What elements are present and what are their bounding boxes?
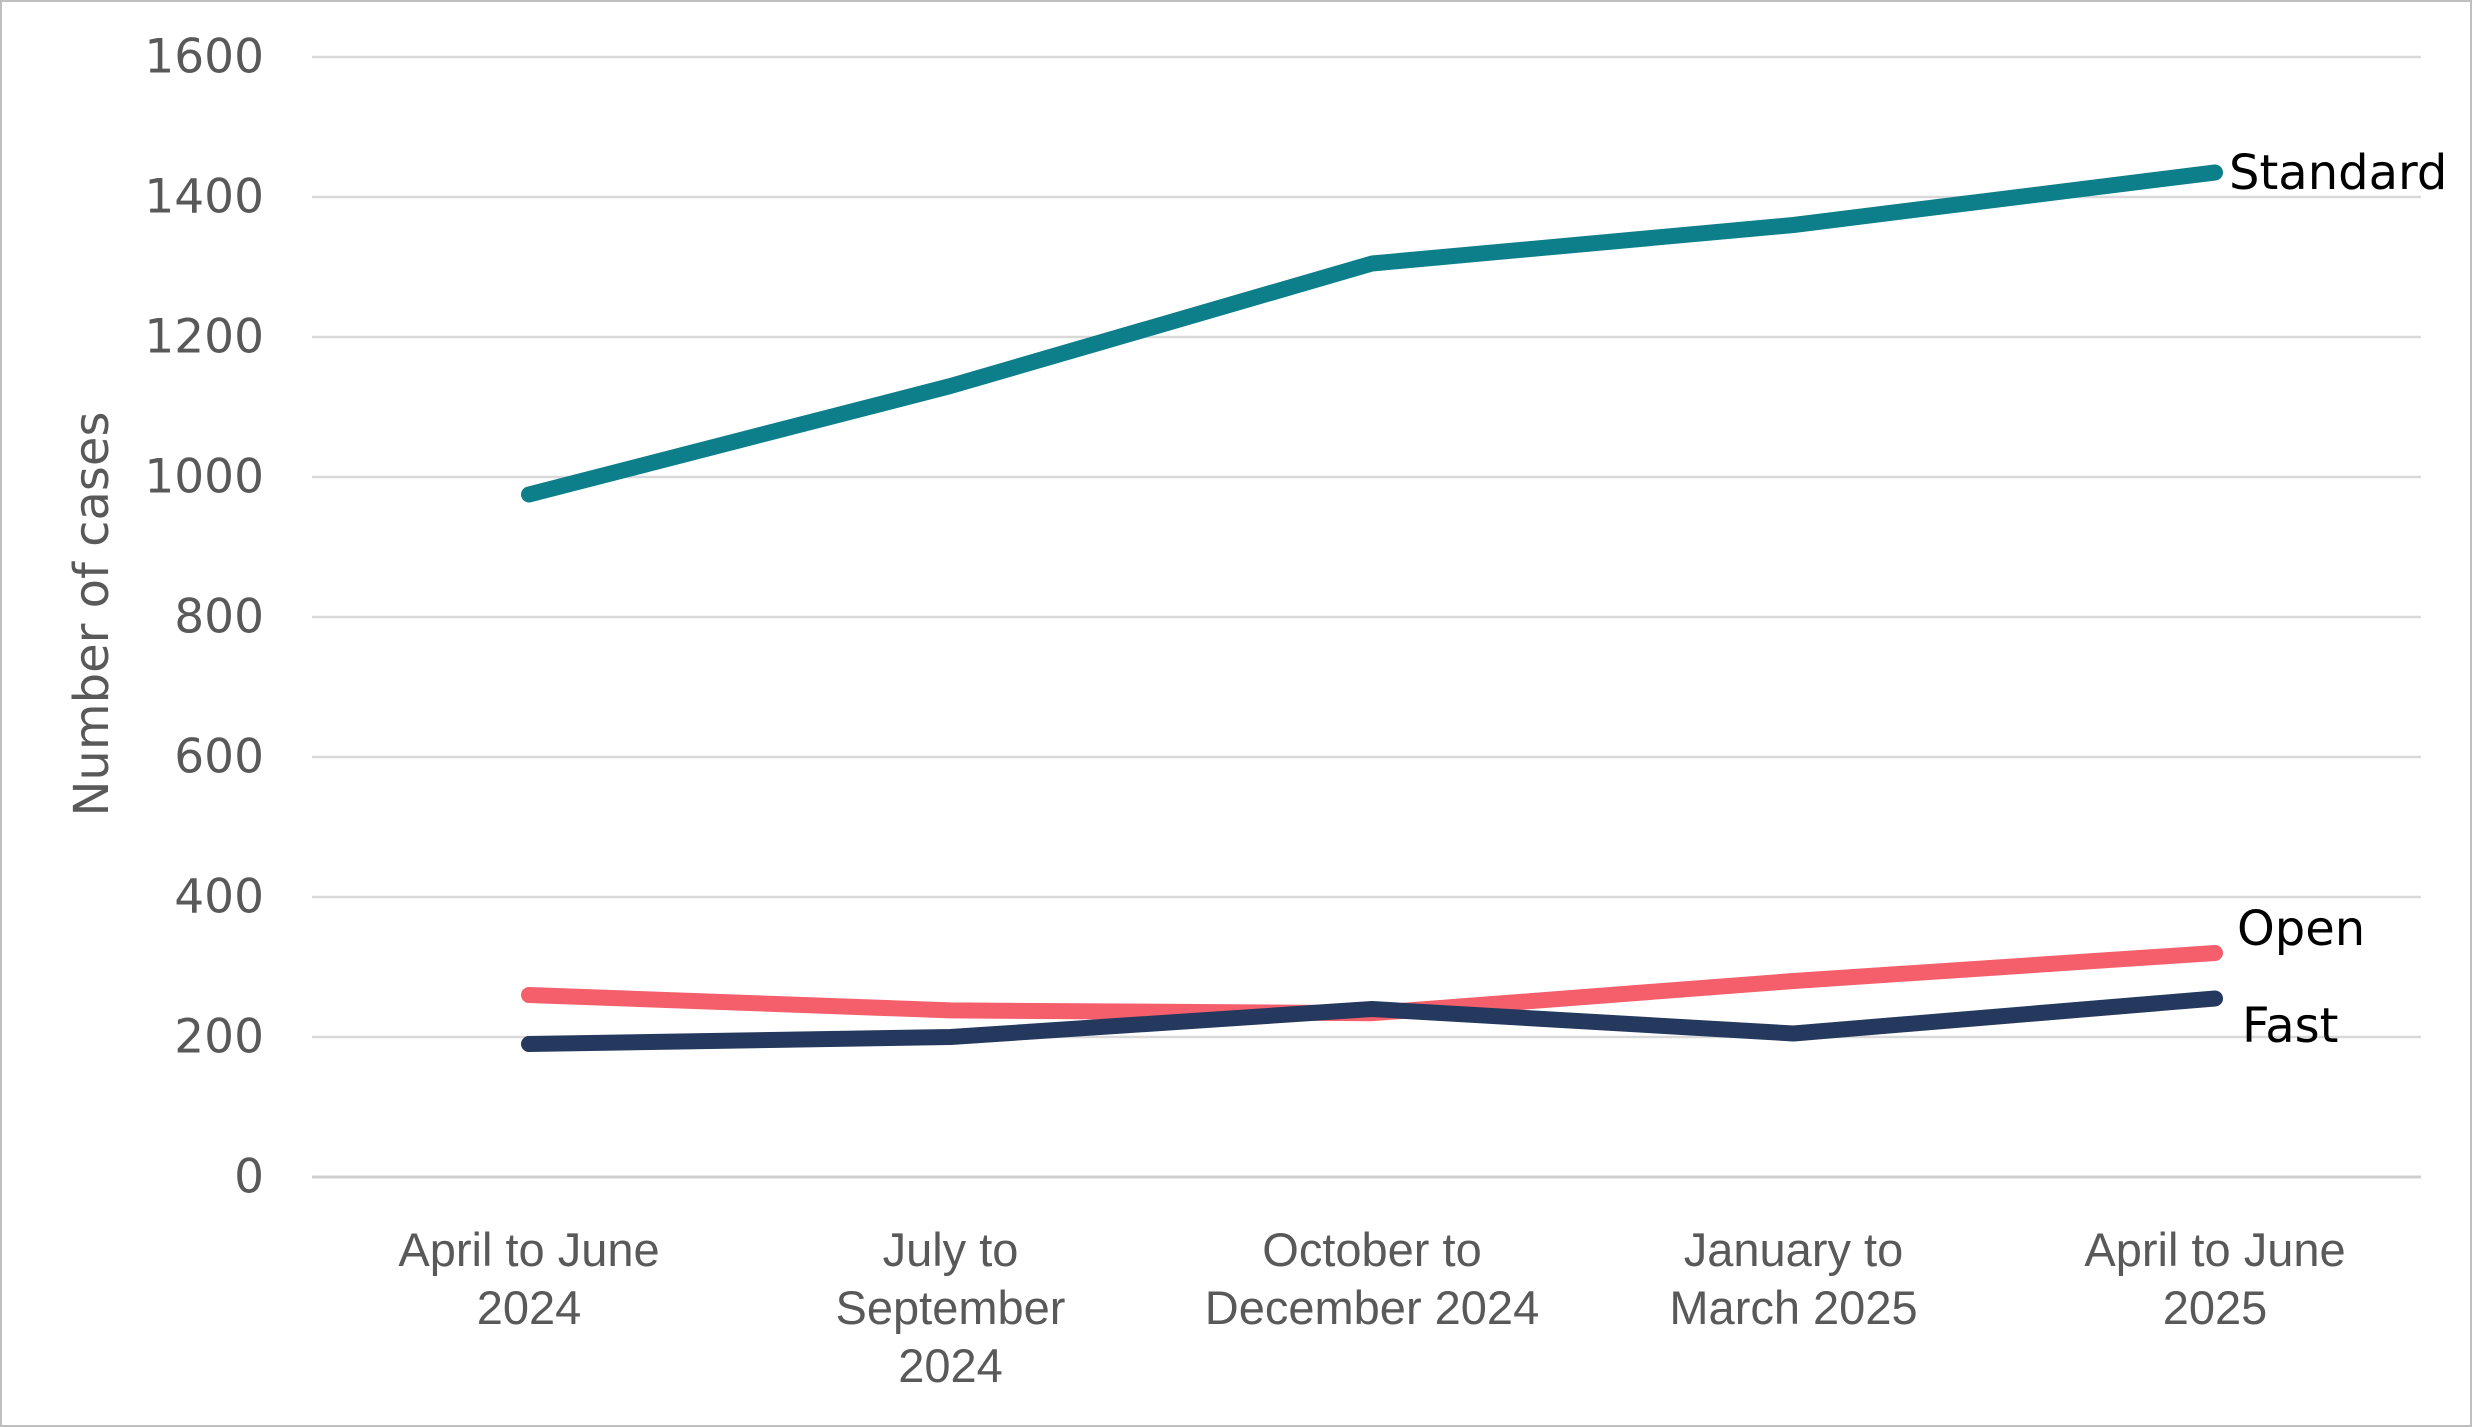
y-tick-label: 0 bbox=[234, 1149, 264, 1205]
y-tick-label: 1400 bbox=[144, 169, 264, 225]
x-tick-label-line: March 2025 bbox=[1669, 1281, 1918, 1334]
y-tick-label: 1000 bbox=[144, 449, 264, 505]
series-label-fast: Fast bbox=[2242, 997, 2339, 1054]
y-tick-label: 800 bbox=[174, 589, 264, 645]
series-label-open: Open bbox=[2237, 901, 2366, 957]
series-line-fast bbox=[521, 990, 2223, 1052]
y-tick-label: 400 bbox=[174, 869, 264, 925]
x-tick-label-line: April to June bbox=[2084, 1223, 2346, 1276]
series-line-standard bbox=[521, 164, 2223, 503]
x-tick-label-line: October to bbox=[1262, 1223, 1482, 1276]
x-tick-label-line: 2024 bbox=[898, 1339, 1003, 1392]
y-tick-label: 1600 bbox=[144, 29, 264, 85]
y-tick-label: 200 bbox=[174, 1009, 264, 1065]
x-tick-label-line: 2025 bbox=[2162, 1281, 2268, 1334]
x-tick-label-line: January to bbox=[1683, 1223, 1904, 1276]
x-tick-label: July to September 2024 bbox=[836, 1221, 1066, 1395]
x-tick-label: April to June 2025 bbox=[2084, 1221, 2345, 1337]
y-tick-label: 1200 bbox=[144, 309, 264, 365]
series-label-standard: Standard bbox=[2229, 144, 2448, 201]
x-tick-label-line: December 2024 bbox=[1204, 1281, 1540, 1334]
y-tick-label: 600 bbox=[174, 729, 264, 785]
x-tick-label-line: 2024 bbox=[476, 1281, 582, 1334]
x-tick-label: January to March 2025 bbox=[1669, 1221, 1917, 1337]
x-tick-label: April to June 2024 bbox=[398, 1221, 659, 1337]
x-tick-label-line: April to June bbox=[398, 1223, 660, 1276]
x-tick-label-line: September bbox=[835, 1281, 1066, 1334]
x-tick-label: October to December 2024 bbox=[1205, 1221, 1539, 1337]
x-tick-label-line: July to bbox=[882, 1223, 1019, 1276]
